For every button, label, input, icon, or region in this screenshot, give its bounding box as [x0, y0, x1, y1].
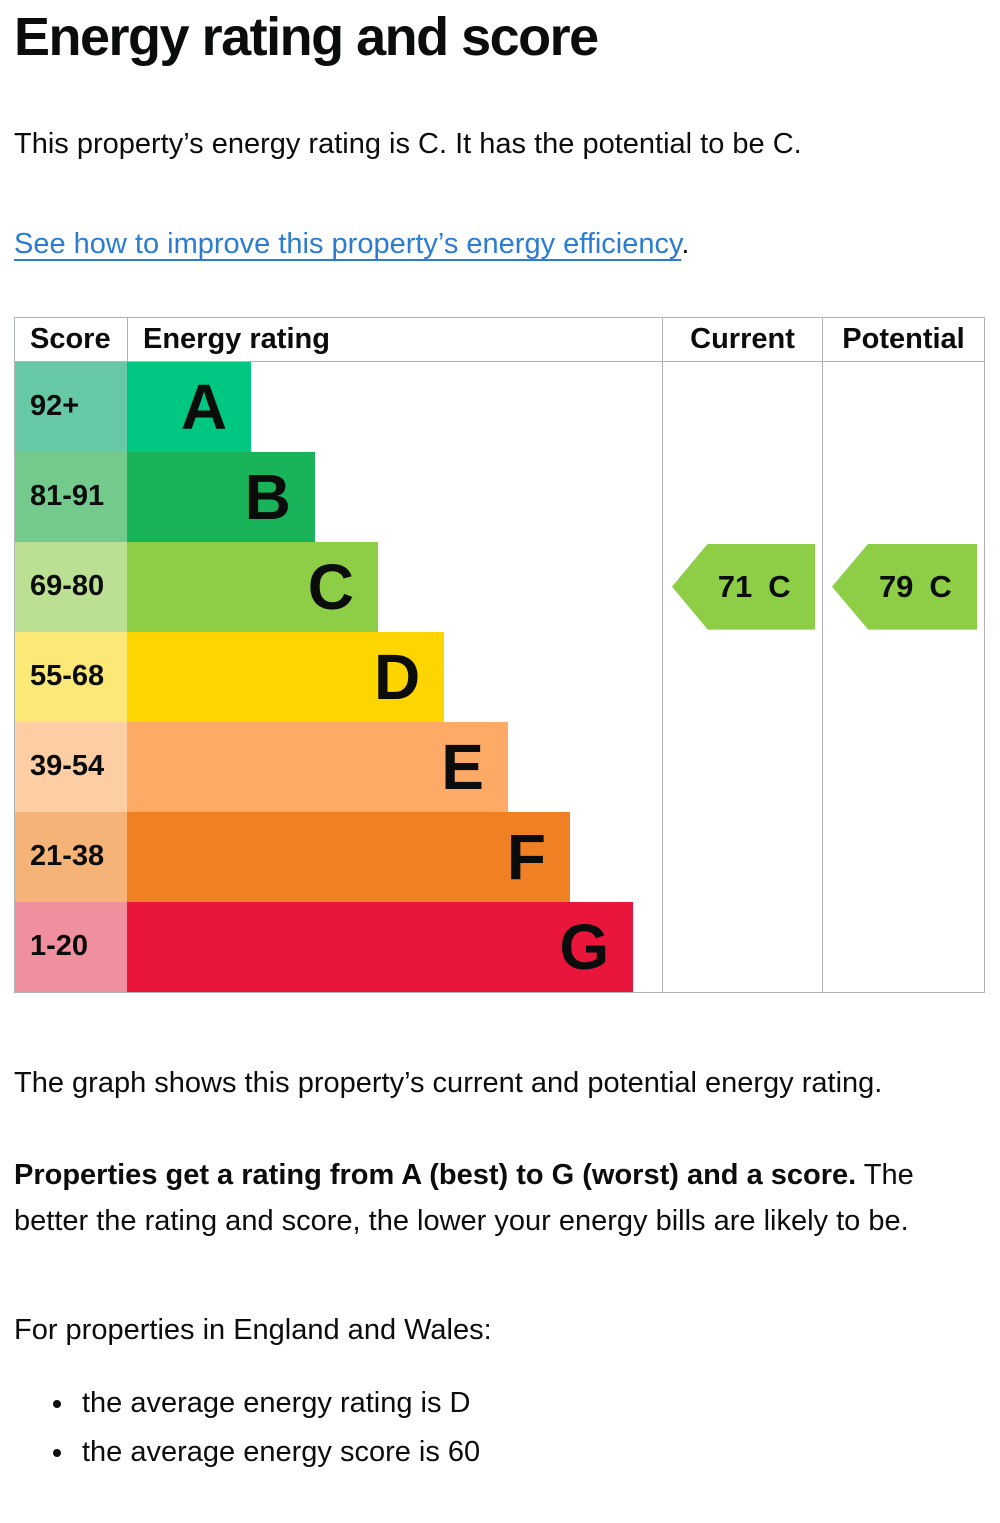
- average-list: the average energy rating is D the averag…: [14, 1385, 985, 1471]
- epc-band-row-c: 69-80 C 71 C 79 C: [15, 541, 984, 632]
- current-rating-arrow: 71 C: [672, 543, 815, 630]
- column-header-score: Score: [30, 322, 111, 355]
- page-title: Energy rating and score: [14, 7, 599, 67]
- current-column-cell: [662, 361, 822, 452]
- band-bar: E: [127, 721, 508, 812]
- potential-column-cell: [822, 631, 984, 722]
- potential-column-cell: [822, 451, 984, 542]
- band-score-range: 21-38: [15, 811, 127, 902]
- band-letter: G: [559, 910, 610, 983]
- band-letter: B: [244, 460, 291, 533]
- band-bar: B: [127, 451, 315, 542]
- epc-chart-body: 92+ A 81-91 B 69-80 C 71 C 79 C 55-68 D 39-54 E 21-38 F…: [15, 361, 984, 992]
- potential-column-cell: 79 C: [822, 541, 984, 632]
- band-bar-cell: B: [127, 451, 662, 542]
- column-header-current: Current: [662, 317, 822, 361]
- potential-column-cell: [822, 901, 984, 992]
- band-letter: A: [180, 370, 228, 443]
- regions-intro: For properties in England and Wales:: [14, 1314, 492, 1347]
- current-column-cell: 71 C: [662, 541, 822, 632]
- epc-rating-chart: Score Energy rating Current Potential 92…: [14, 316, 985, 993]
- epc-band-row-e: 39-54 E: [15, 721, 984, 812]
- column-header-potential: Potential: [822, 317, 984, 361]
- band-bar: F: [127, 811, 570, 902]
- intro-text: This property’s energy rating is C. It h…: [14, 128, 802, 161]
- improve-efficiency-link[interactable]: See how to improve this property’s energ…: [14, 228, 682, 261]
- current-column-cell: [662, 901, 822, 992]
- link-suffix: .: [681, 228, 690, 261]
- band-letter: E: [441, 730, 484, 803]
- band-letter: F: [506, 820, 546, 893]
- column-header-energy-rating: Energy rating: [127, 317, 662, 361]
- potential-rating-band: C: [929, 568, 952, 604]
- epc-band-row-d: 55-68 D: [15, 631, 984, 722]
- improve-link-line: See how to improve this property’s energ…: [14, 226, 985, 262]
- average-list-item: the average energy score is 60: [76, 1434, 985, 1470]
- current-rating-band: C: [768, 568, 791, 604]
- current-column-cell: [662, 721, 822, 812]
- epc-chart-header: Score Energy rating Current Potential: [15, 317, 984, 362]
- band-bar-cell: E: [127, 721, 662, 812]
- band-score-range: 92+: [15, 361, 127, 452]
- band-bar: G: [127, 901, 634, 992]
- current-column-cell: [662, 631, 822, 722]
- epc-band-row-f: 21-38 F: [15, 811, 984, 902]
- epc-band-row-a: 92+ A: [15, 361, 984, 452]
- epc-band-row-g: 1-20 G: [15, 901, 984, 992]
- band-score-range: 69-80: [15, 541, 127, 632]
- band-bar-cell: D: [127, 631, 662, 722]
- explain-text-rest: The better the rating and score, the low…: [14, 1158, 914, 1237]
- potential-rating-score: 79: [878, 568, 914, 604]
- band-letter: C: [307, 550, 354, 623]
- band-bar: A: [127, 361, 252, 452]
- band-bar-cell: F: [127, 811, 662, 902]
- band-letter: D: [374, 640, 421, 713]
- epc-band-row-b: 81-91 B: [15, 451, 984, 542]
- band-bar: C: [127, 541, 378, 632]
- potential-column-cell: [822, 721, 984, 812]
- average-list-item: the average energy rating is D: [76, 1385, 985, 1421]
- band-bar: D: [127, 631, 445, 722]
- potential-column-cell: [822, 361, 984, 452]
- band-bar-cell: A: [127, 361, 662, 452]
- band-score-range: 39-54: [15, 721, 127, 812]
- band-bar-cell: G: [127, 901, 662, 992]
- band-score-range: 1-20: [15, 901, 127, 992]
- potential-column-cell: [822, 811, 984, 902]
- current-column-cell: [662, 811, 822, 902]
- band-score-range: 81-91: [15, 451, 127, 542]
- explain-text-bold: Properties get a rating from A (best) to…: [14, 1158, 857, 1191]
- explain-text: Properties get a rating from A (best) to…: [14, 1153, 985, 1245]
- graph-caption: The graph shows this property’s current …: [14, 1066, 883, 1099]
- potential-rating-arrow: 79 C: [832, 543, 977, 630]
- band-bar-cell: C: [127, 541, 662, 632]
- current-rating-score: 71: [717, 568, 753, 604]
- current-column-cell: [662, 451, 822, 542]
- band-score-range: 55-68: [15, 631, 127, 722]
